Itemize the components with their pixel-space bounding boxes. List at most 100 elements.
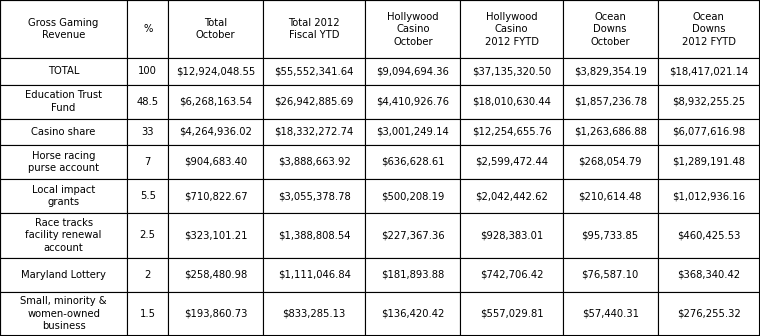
Text: %: % <box>143 24 152 34</box>
Bar <box>0 145 127 179</box>
Bar <box>127 119 168 145</box>
Bar <box>263 84 366 119</box>
Text: Education Trust
Fund: Education Trust Fund <box>25 90 102 113</box>
Bar <box>562 58 657 84</box>
Text: $1,857,236.78: $1,857,236.78 <box>574 97 647 107</box>
Text: Local impact
grants: Local impact grants <box>32 185 95 207</box>
Bar <box>263 292 366 336</box>
Bar <box>263 257 366 292</box>
Bar <box>657 119 760 145</box>
Text: $26,942,885.69: $26,942,885.69 <box>274 97 354 107</box>
Bar <box>461 179 562 213</box>
Text: $3,001,249.14: $3,001,249.14 <box>376 127 449 137</box>
Text: $1,012,936.16: $1,012,936.16 <box>673 191 746 201</box>
Bar <box>657 179 760 213</box>
Text: $95,733.85: $95,733.85 <box>581 230 638 240</box>
Text: $710,822.67: $710,822.67 <box>184 191 248 201</box>
Bar <box>263 179 366 213</box>
Text: $2,599,472.44: $2,599,472.44 <box>475 157 548 167</box>
Bar <box>127 213 168 257</box>
Text: $368,340.42: $368,340.42 <box>677 269 740 280</box>
Text: $904,683.40: $904,683.40 <box>184 157 247 167</box>
Text: Ocean
Downs
2012 FYTD: Ocean Downs 2012 FYTD <box>682 12 736 47</box>
Bar <box>127 179 168 213</box>
Text: $4,410,926.76: $4,410,926.76 <box>376 97 449 107</box>
Text: $57,440.31: $57,440.31 <box>581 309 638 319</box>
Bar <box>461 145 562 179</box>
Text: $3,055,378.78: $3,055,378.78 <box>278 191 350 201</box>
Text: $227,367.36: $227,367.36 <box>381 230 445 240</box>
Bar <box>127 0 168 58</box>
Bar <box>366 213 461 257</box>
Text: Total
October: Total October <box>196 18 236 40</box>
Text: $323,101.21: $323,101.21 <box>184 230 247 240</box>
Text: $9,094,694.36: $9,094,694.36 <box>376 67 449 76</box>
Bar <box>657 84 760 119</box>
Bar <box>366 84 461 119</box>
Bar <box>168 213 263 257</box>
Text: Ocean
Downs
October: Ocean Downs October <box>591 12 630 47</box>
Text: $210,614.48: $210,614.48 <box>578 191 642 201</box>
Bar <box>0 58 127 84</box>
Text: Maryland Lottery: Maryland Lottery <box>21 269 106 280</box>
Bar <box>168 179 263 213</box>
Text: $18,010,630.44: $18,010,630.44 <box>472 97 551 107</box>
Bar <box>366 179 461 213</box>
Text: 2: 2 <box>144 269 151 280</box>
Bar <box>562 145 657 179</box>
Text: $1,263,686.88: $1,263,686.88 <box>574 127 647 137</box>
Bar <box>0 292 127 336</box>
Bar <box>366 119 461 145</box>
Text: $12,924,048.55: $12,924,048.55 <box>176 67 255 76</box>
Text: $2,042,442.62: $2,042,442.62 <box>475 191 548 201</box>
Bar <box>168 84 263 119</box>
Text: $500,208.19: $500,208.19 <box>382 191 445 201</box>
Bar <box>461 84 562 119</box>
Bar <box>127 145 168 179</box>
Text: $276,255.32: $276,255.32 <box>677 309 741 319</box>
Text: $6,268,163.54: $6,268,163.54 <box>179 97 252 107</box>
Text: 48.5: 48.5 <box>137 97 159 107</box>
Bar <box>263 213 366 257</box>
Bar <box>657 0 760 58</box>
Bar <box>127 292 168 336</box>
Bar <box>562 119 657 145</box>
Bar <box>0 119 127 145</box>
Bar <box>366 145 461 179</box>
Text: $37,135,320.50: $37,135,320.50 <box>472 67 551 76</box>
Text: 1.5: 1.5 <box>140 309 156 319</box>
Text: Gross Gaming
Revenue: Gross Gaming Revenue <box>28 18 99 40</box>
Bar <box>0 213 127 257</box>
Text: Horse racing
purse account: Horse racing purse account <box>28 151 99 173</box>
Text: 7: 7 <box>144 157 151 167</box>
Text: 2.5: 2.5 <box>140 230 156 240</box>
Text: 100: 100 <box>138 67 157 76</box>
Bar <box>127 257 168 292</box>
Text: TOTAL: TOTAL <box>48 67 79 76</box>
Bar <box>0 0 127 58</box>
Text: $4,264,936.02: $4,264,936.02 <box>179 127 252 137</box>
Text: $181,893.88: $181,893.88 <box>382 269 445 280</box>
Bar <box>562 257 657 292</box>
Text: $1,111,046.84: $1,111,046.84 <box>278 269 350 280</box>
Text: $55,552,341.64: $55,552,341.64 <box>274 67 354 76</box>
Bar <box>168 257 263 292</box>
Bar <box>0 84 127 119</box>
Text: $18,417,021.14: $18,417,021.14 <box>669 67 749 76</box>
Bar <box>657 257 760 292</box>
Bar <box>366 292 461 336</box>
Bar <box>263 0 366 58</box>
Text: Casino share: Casino share <box>31 127 96 137</box>
Text: $6,077,616.98: $6,077,616.98 <box>673 127 746 137</box>
Text: $636,628.61: $636,628.61 <box>381 157 445 167</box>
Text: 33: 33 <box>141 127 154 137</box>
Text: $258,480.98: $258,480.98 <box>184 269 247 280</box>
Bar <box>263 119 366 145</box>
Text: $928,383.01: $928,383.01 <box>480 230 543 240</box>
Bar <box>562 179 657 213</box>
Bar <box>461 292 562 336</box>
Bar <box>168 0 263 58</box>
Text: Hollywood
Casino
2012 FYTD: Hollywood Casino 2012 FYTD <box>485 12 539 47</box>
Text: Hollywood
Casino
October: Hollywood Casino October <box>387 12 439 47</box>
Bar <box>461 58 562 84</box>
